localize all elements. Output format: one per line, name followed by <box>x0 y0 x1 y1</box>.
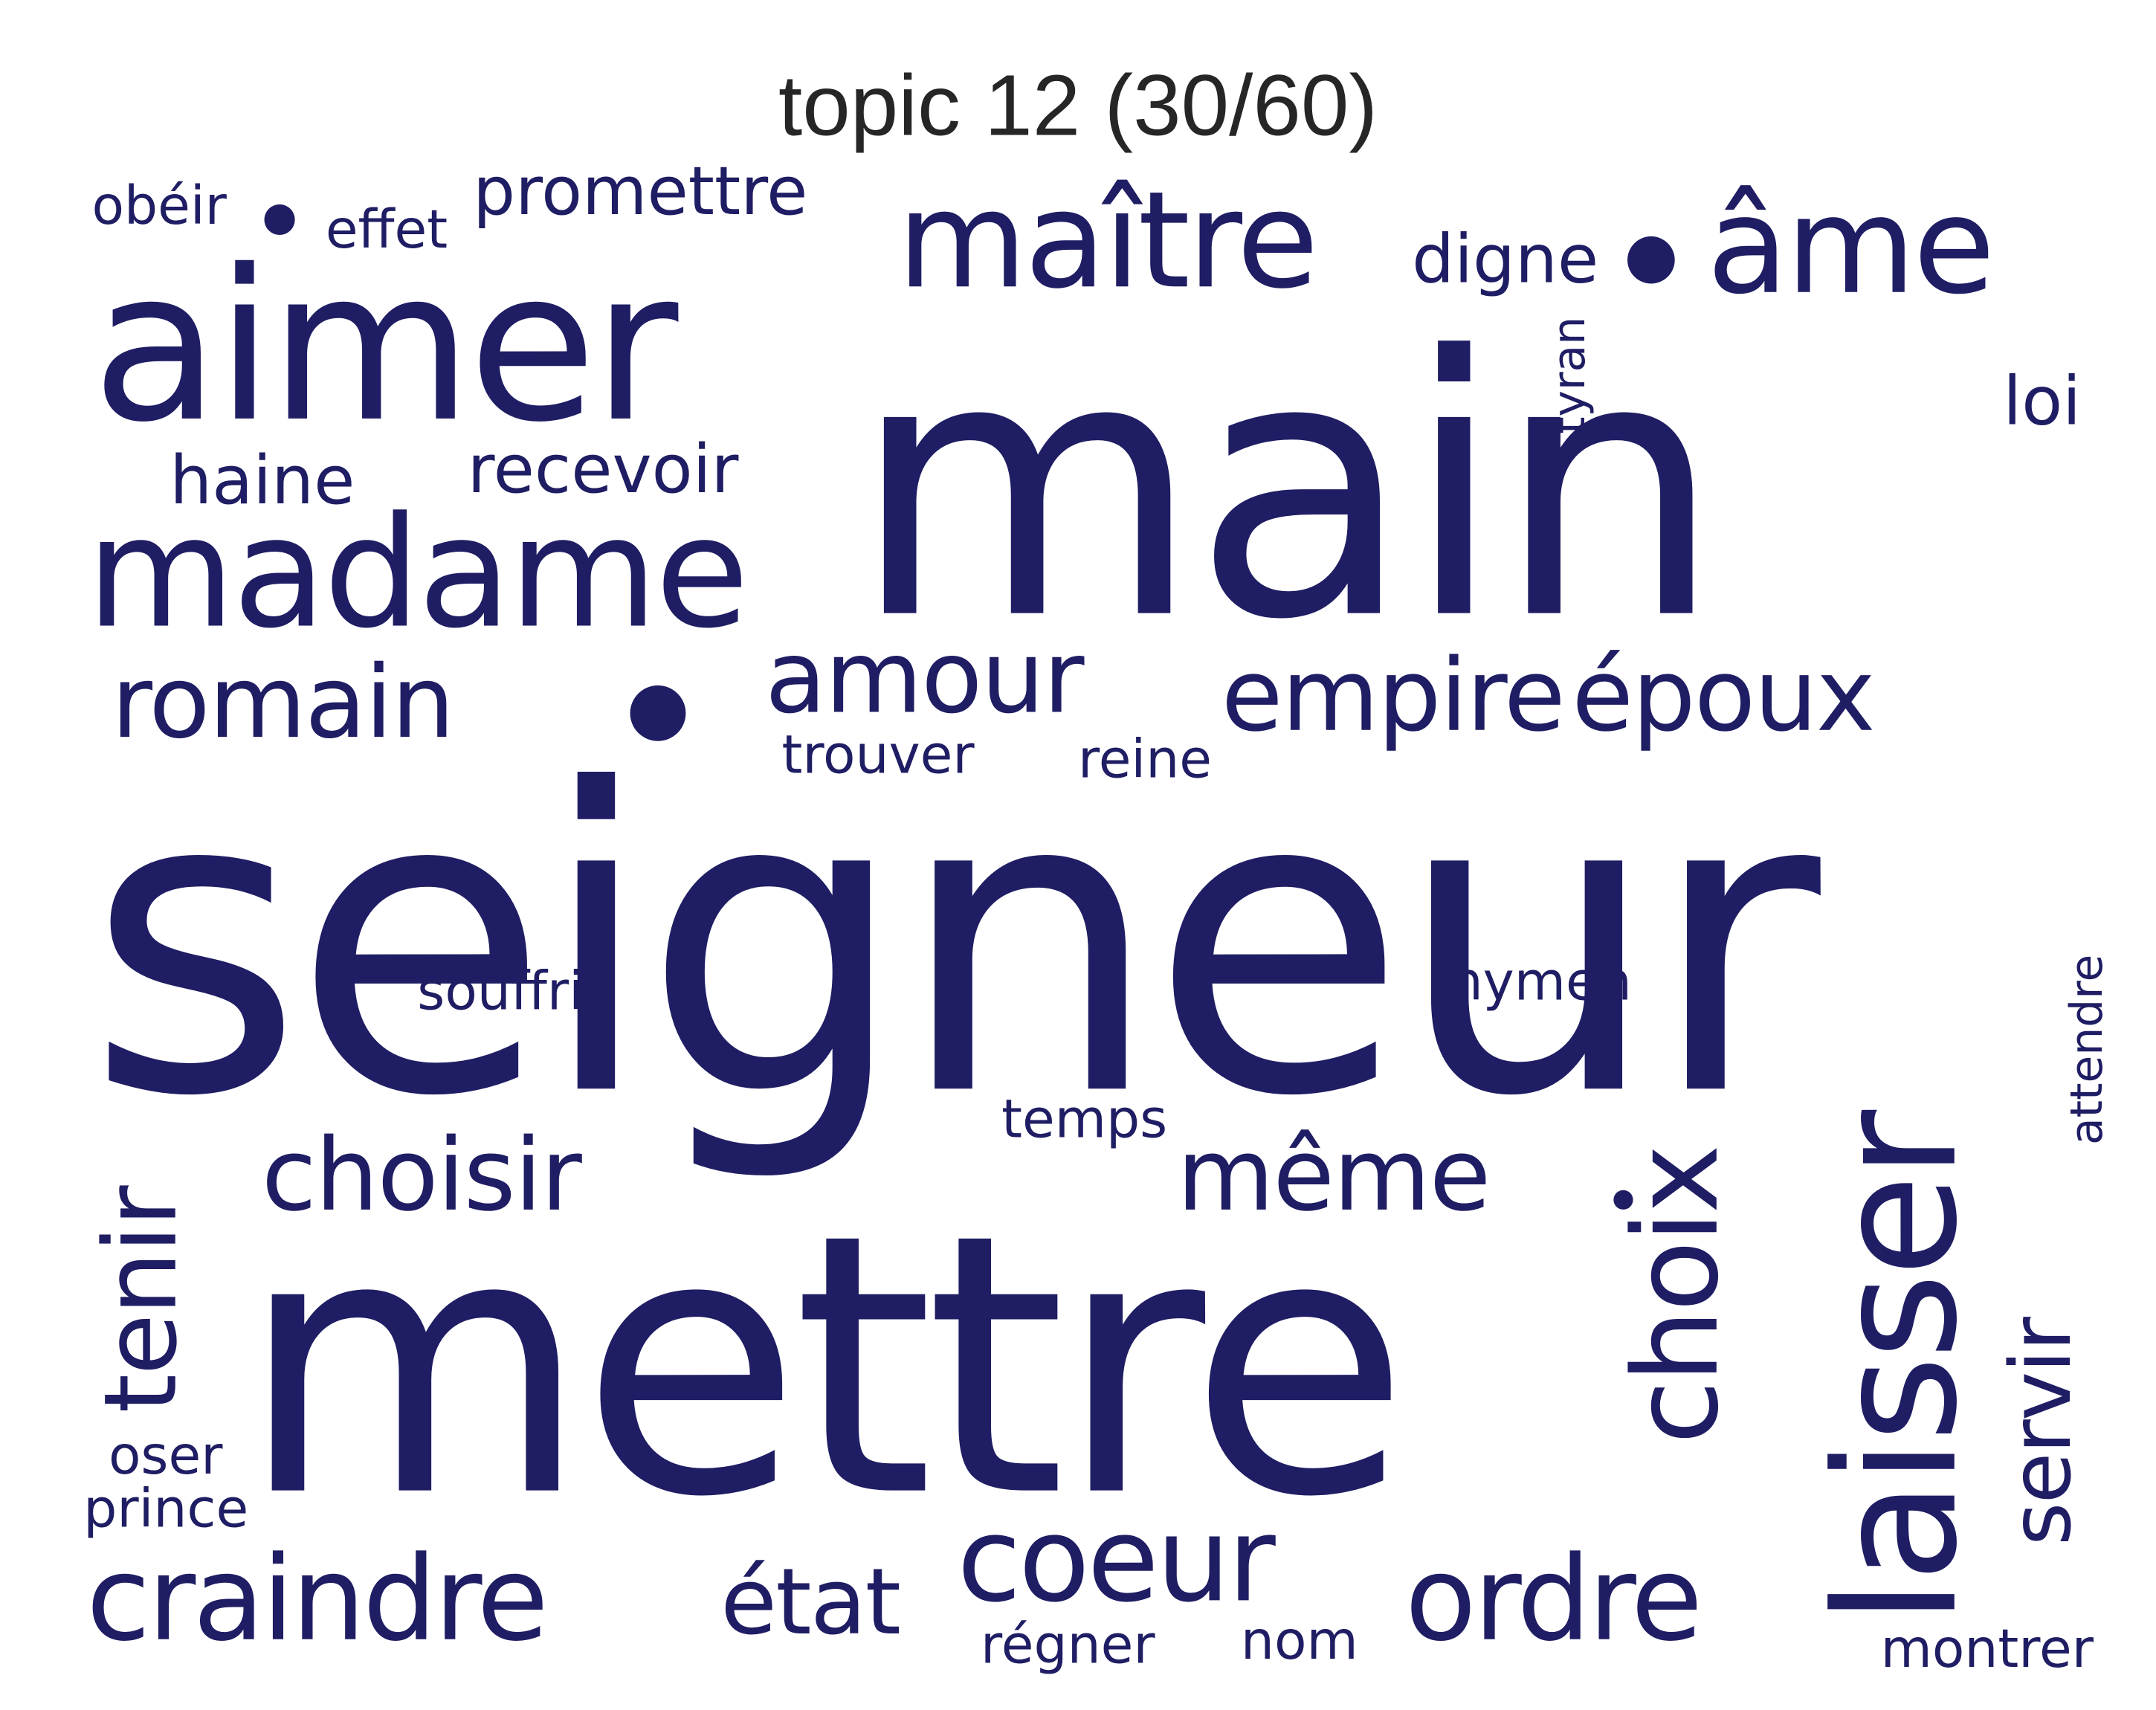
word-oser: oser <box>108 1425 223 1487</box>
word-amour: amour <box>765 619 1084 736</box>
word-reine: reine <box>1078 728 1212 790</box>
word-romain: romain <box>111 643 455 761</box>
word-madame: madame <box>86 483 749 662</box>
word-laisser: laisser <box>1801 1114 1995 1625</box>
word-prince: prince <box>83 1477 249 1540</box>
word-coeur: coeur <box>957 1491 1276 1628</box>
word-empire: empire <box>1221 636 1566 754</box>
word-effet: effet <box>325 199 448 260</box>
word-ame: âme <box>1706 168 1995 324</box>
word-haine: haine <box>170 442 355 520</box>
word-digne: digne <box>1412 221 1599 300</box>
word-hymen: hymen <box>1449 951 1632 1013</box>
word-souffrir: souffrir <box>417 961 606 1022</box>
word-temps: temps <box>1001 1088 1168 1150</box>
word-choisir: choisir <box>261 1116 582 1233</box>
word-promettre: promettre <box>473 152 808 231</box>
word-meme: même <box>1176 1116 1491 1233</box>
word-seigneur: seigneur <box>86 702 1821 1187</box>
word-obeir: obéir <box>91 175 227 236</box>
word-attendre: attendre <box>2059 954 2114 1146</box>
word-regner: régner <box>981 1614 1155 1676</box>
word-tyran: tyran <box>1542 316 1596 434</box>
word-main: main <box>851 280 1723 698</box>
chart-title: topic 12 (30/60) <box>778 58 1378 155</box>
word-recevoir: recevoir <box>467 430 739 509</box>
filler-dot <box>1627 236 1675 284</box>
word-maitre: maître <box>897 162 1319 319</box>
word-mettre: mettre <box>239 1158 1410 1575</box>
word-trouver: trouver <box>781 724 975 786</box>
word-craindre: craindre <box>86 1530 549 1668</box>
word-nom: nom <box>1240 1610 1358 1671</box>
word-epoux: époux <box>1572 636 1875 754</box>
word-montrer: montrer <box>1880 1618 2094 1680</box>
word-servir: servir <box>1993 1318 2091 1546</box>
word-ordre: ordre <box>1404 1530 1703 1668</box>
word-loi: loi <box>2003 363 2082 441</box>
word-aimer: aimer <box>91 226 678 469</box>
word-tenir: tenir <box>82 1187 199 1413</box>
filler-dot <box>630 685 686 741</box>
filler-dot <box>1613 1190 1633 1210</box>
filler-dot <box>264 204 295 236</box>
word-choix: choix <box>1607 1146 1745 1445</box>
word-etat: état <box>720 1549 901 1656</box>
